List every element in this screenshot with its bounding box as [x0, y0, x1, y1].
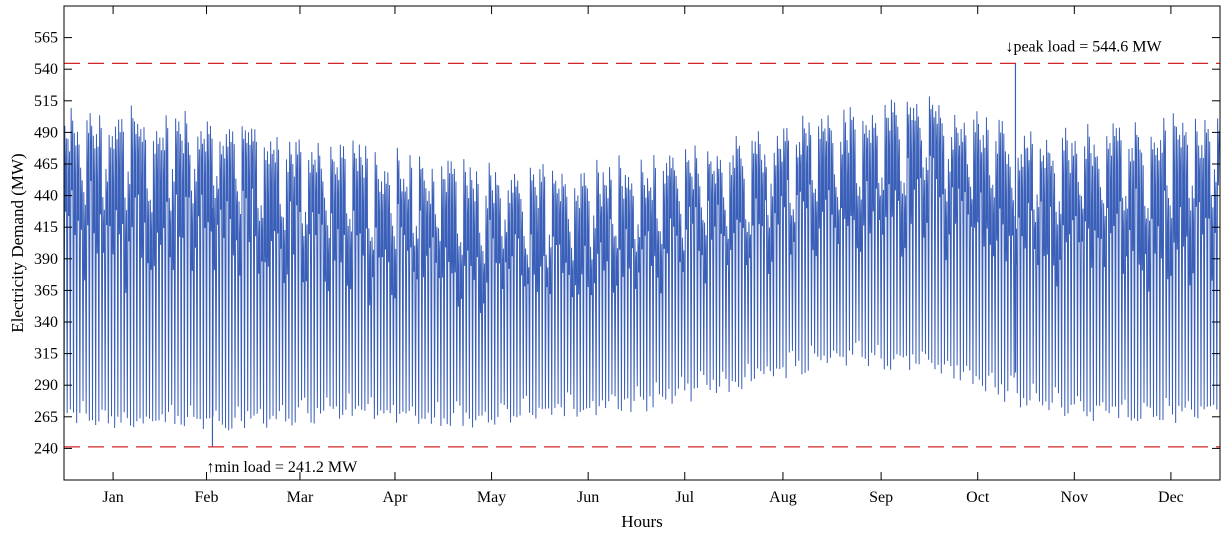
y-tick-label: 440 — [34, 188, 58, 205]
y-axis: 240 265 290 315 340 365 390 415 440 465 490 515 540 5… — [34, 30, 1220, 457]
x-tick-label-jul: Jul — [675, 489, 694, 506]
x-axis: Jan Feb Mar Apr May Jun Jul Aug Sep Oct Nov Dec — [102, 6, 1184, 506]
x-tick-label-may: May — [477, 489, 506, 506]
x-tick-label-jun: Jun — [577, 489, 599, 506]
x-tick-label-jan: Jan — [102, 489, 123, 506]
plot-frame — [63, 5, 1221, 481]
y-tick-label: 340 — [34, 314, 58, 331]
y-tick-label: 365 — [34, 282, 58, 299]
x-tick-label-nov: Nov — [1061, 489, 1089, 506]
x-tick-label-oct: Oct — [966, 489, 990, 506]
y-tick-label: 390 — [34, 251, 58, 268]
reference-lines — [64, 62, 1220, 448]
y-axis-title: Electricity Demand (MW) — [8, 153, 27, 332]
peak-load-annotation: ↓peak load = 544.6 MW — [1005, 38, 1162, 55]
demand-series-line — [63, 96, 1220, 431]
x-tick-label-sep: Sep — [869, 489, 893, 506]
y-tick-label: 265 — [34, 409, 58, 426]
y-tick-label: 465 — [34, 156, 58, 173]
x-tick-label-mar: Mar — [287, 489, 314, 506]
y-tick-label: 515 — [34, 93, 58, 110]
min-load-annotation: ↑min load = 241.2 MW — [206, 459, 358, 476]
x-tick-label-apr: Apr — [383, 489, 409, 506]
x-tick-label-feb: Feb — [195, 489, 219, 506]
y-tick-label: 240 — [34, 440, 58, 457]
y-tick-label: 415 — [34, 219, 58, 236]
y-tick-label: 565 — [34, 30, 58, 47]
y-tick-label: 540 — [34, 61, 58, 78]
y-tick-label: 315 — [34, 346, 58, 363]
y-tick-label: 490 — [34, 124, 58, 141]
x-tick-label-dec: Dec — [1158, 489, 1184, 506]
y-tick-label: 290 — [34, 377, 58, 394]
x-axis-title: Hours — [621, 512, 663, 531]
x-tick-label-aug: Aug — [769, 489, 797, 506]
series-layer — [63, 63, 1220, 447]
